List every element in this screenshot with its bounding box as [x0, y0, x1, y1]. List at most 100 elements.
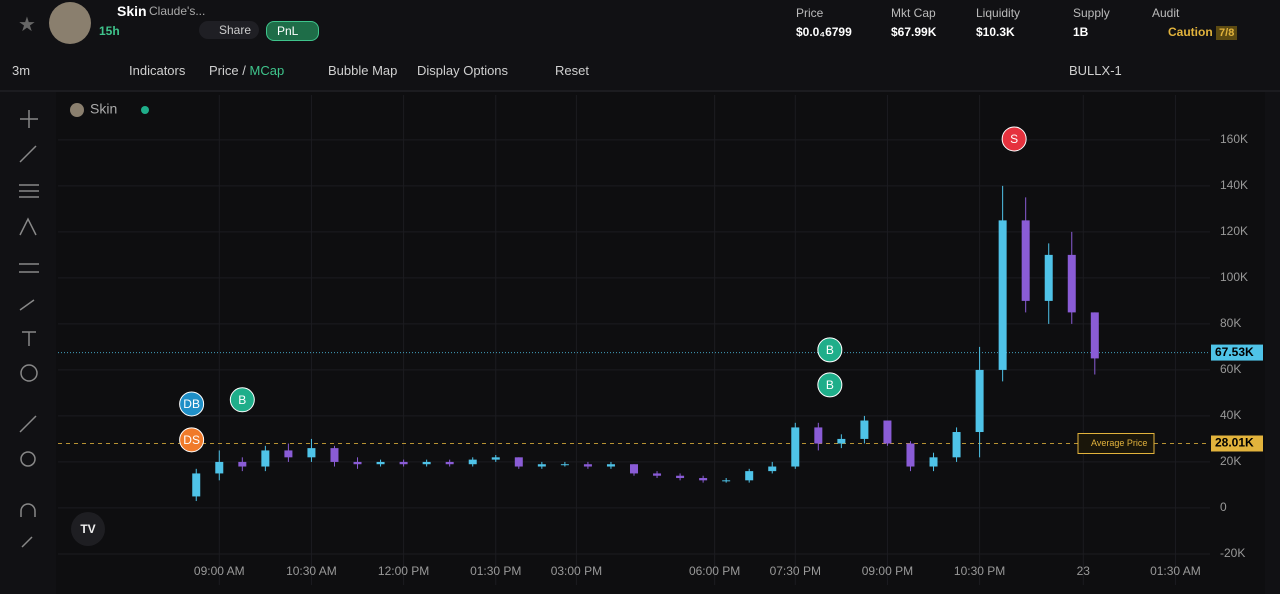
right-edge [1265, 92, 1280, 594]
candle [192, 473, 201, 497]
display-options[interactable]: Display Options [417, 63, 509, 78]
candle [1044, 254, 1053, 301]
chart: TV Skin -20K 0 20K 40K 60K 80K 100K 120K 140K 160… [0, 92, 1280, 594]
candle [583, 464, 592, 467]
x-tick-label: 07:30 PM [770, 564, 821, 578]
pnl-button[interactable]: PnL [266, 21, 320, 41]
stat-value: $0.0₄6799 [796, 25, 852, 39]
indicators[interactable]: Indicators [129, 63, 186, 78]
stat-label: Mkt Cap [891, 6, 936, 20]
tool-icons[interactable] [19, 110, 39, 548]
trade-marker-label: S [1010, 132, 1018, 146]
price-badge [1211, 344, 1263, 361]
candle [422, 461, 431, 465]
candle [399, 461, 408, 465]
stat: Mkt Cap $67.99K [891, 6, 936, 39]
candle [238, 461, 247, 467]
age: 15h [99, 24, 120, 38]
candle [860, 420, 869, 439]
y-tick-label: 100K [1220, 270, 1248, 284]
avg-tag-label: Average Price [1091, 438, 1147, 448]
candle [653, 473, 662, 476]
trade-marker [179, 427, 205, 453]
candle [330, 448, 339, 462]
candle [768, 466, 777, 472]
candle [676, 475, 685, 479]
candle [284, 450, 293, 458]
audit[interactable]: Audit Caution 7/8 [1152, 6, 1238, 40]
y-tick-label: 0 [1220, 500, 1227, 514]
y-tick-label: -20K [1220, 546, 1245, 560]
x-tick-label: 09:00 PM [862, 564, 913, 578]
candle [1021, 220, 1030, 301]
stat: Price $0.0₄6799 [796, 6, 852, 39]
candle [814, 427, 823, 444]
stat: Supply 1B [1073, 6, 1110, 39]
tv-logo[interactable] [71, 512, 105, 546]
y-tick-label: 120K [1220, 224, 1248, 238]
bubble-map[interactable]: Bubble Map [328, 63, 398, 78]
price: Price [209, 63, 239, 78]
candle [952, 432, 961, 458]
y-tick-label: 160K [1220, 132, 1248, 146]
price-badge [1211, 435, 1263, 452]
candle [445, 461, 454, 465]
stat-label: Price [796, 6, 824, 20]
candle [261, 450, 270, 467]
trade-marker-label: DS [183, 433, 200, 447]
reset[interactable]: Reset [555, 63, 589, 78]
trade-marker [229, 387, 255, 413]
candle [514, 457, 523, 467]
x-tick-label: 01:30 PM [470, 564, 521, 578]
token-subtitle: Claude's... [149, 4, 206, 18]
audit-value: Caution [1168, 25, 1213, 39]
x-tick-label: 10:30 PM [954, 564, 1005, 578]
price-badge-label: 28.01K [1215, 436, 1254, 450]
star[interactable]: ★ [18, 14, 36, 36]
legend-label: Skin [90, 101, 117, 117]
trade-marker [817, 372, 843, 398]
candle [699, 478, 708, 481]
x-tick-label: 12:00 PM [378, 564, 429, 578]
share-button[interactable]: Share [199, 21, 260, 39]
price-toggle[interactable]: Price / MCap [209, 63, 284, 78]
candle [630, 464, 638, 474]
candle [606, 464, 615, 467]
trade-marker-label: DB [183, 397, 200, 411]
pair[interactable]: BULLX-1 [1069, 63, 1122, 78]
interval[interactable]: 3m [12, 63, 31, 78]
candle [837, 438, 846, 444]
trade-marker-label: B [238, 393, 246, 407]
candle [975, 369, 984, 433]
trade-marker [179, 391, 205, 417]
tv-logo-text: TV [80, 522, 95, 536]
sep: / [242, 63, 246, 78]
candle [537, 464, 546, 467]
candle [906, 443, 915, 467]
sidebar [0, 92, 56, 594]
stat-label: Liquidity [976, 6, 1021, 20]
toolbar: 3m Indicators Price / MCap Bubble Map Di… [0, 52, 1280, 92]
x-tick-label: 09:00 AM [194, 564, 245, 578]
x-tick-label: 23 [1077, 564, 1091, 578]
stat-value: 1B [1073, 25, 1089, 39]
stat-value: $67.99K [891, 25, 937, 39]
candle [883, 420, 892, 444]
candle [929, 457, 938, 467]
candle [560, 464, 569, 466]
candle [722, 480, 731, 482]
y-tick-label: 60K [1220, 362, 1241, 376]
trade-marker-label: B [826, 343, 834, 357]
legend-icon [70, 103, 84, 117]
x-tick-label: 01:30 AM [1150, 564, 1201, 578]
candle [376, 461, 385, 465]
candle [215, 461, 224, 474]
stat-label: Supply [1073, 6, 1110, 20]
x-tick-label: 10:30 AM [286, 564, 337, 578]
stat: Liquidity $10.3K [976, 6, 1020, 39]
x-tick-label: 03:00 PM [551, 564, 602, 578]
avatar [49, 2, 91, 44]
candle [468, 459, 477, 465]
header: ★ Skin Claude's... 15h Share PnL Price $0… [0, 0, 1280, 53]
